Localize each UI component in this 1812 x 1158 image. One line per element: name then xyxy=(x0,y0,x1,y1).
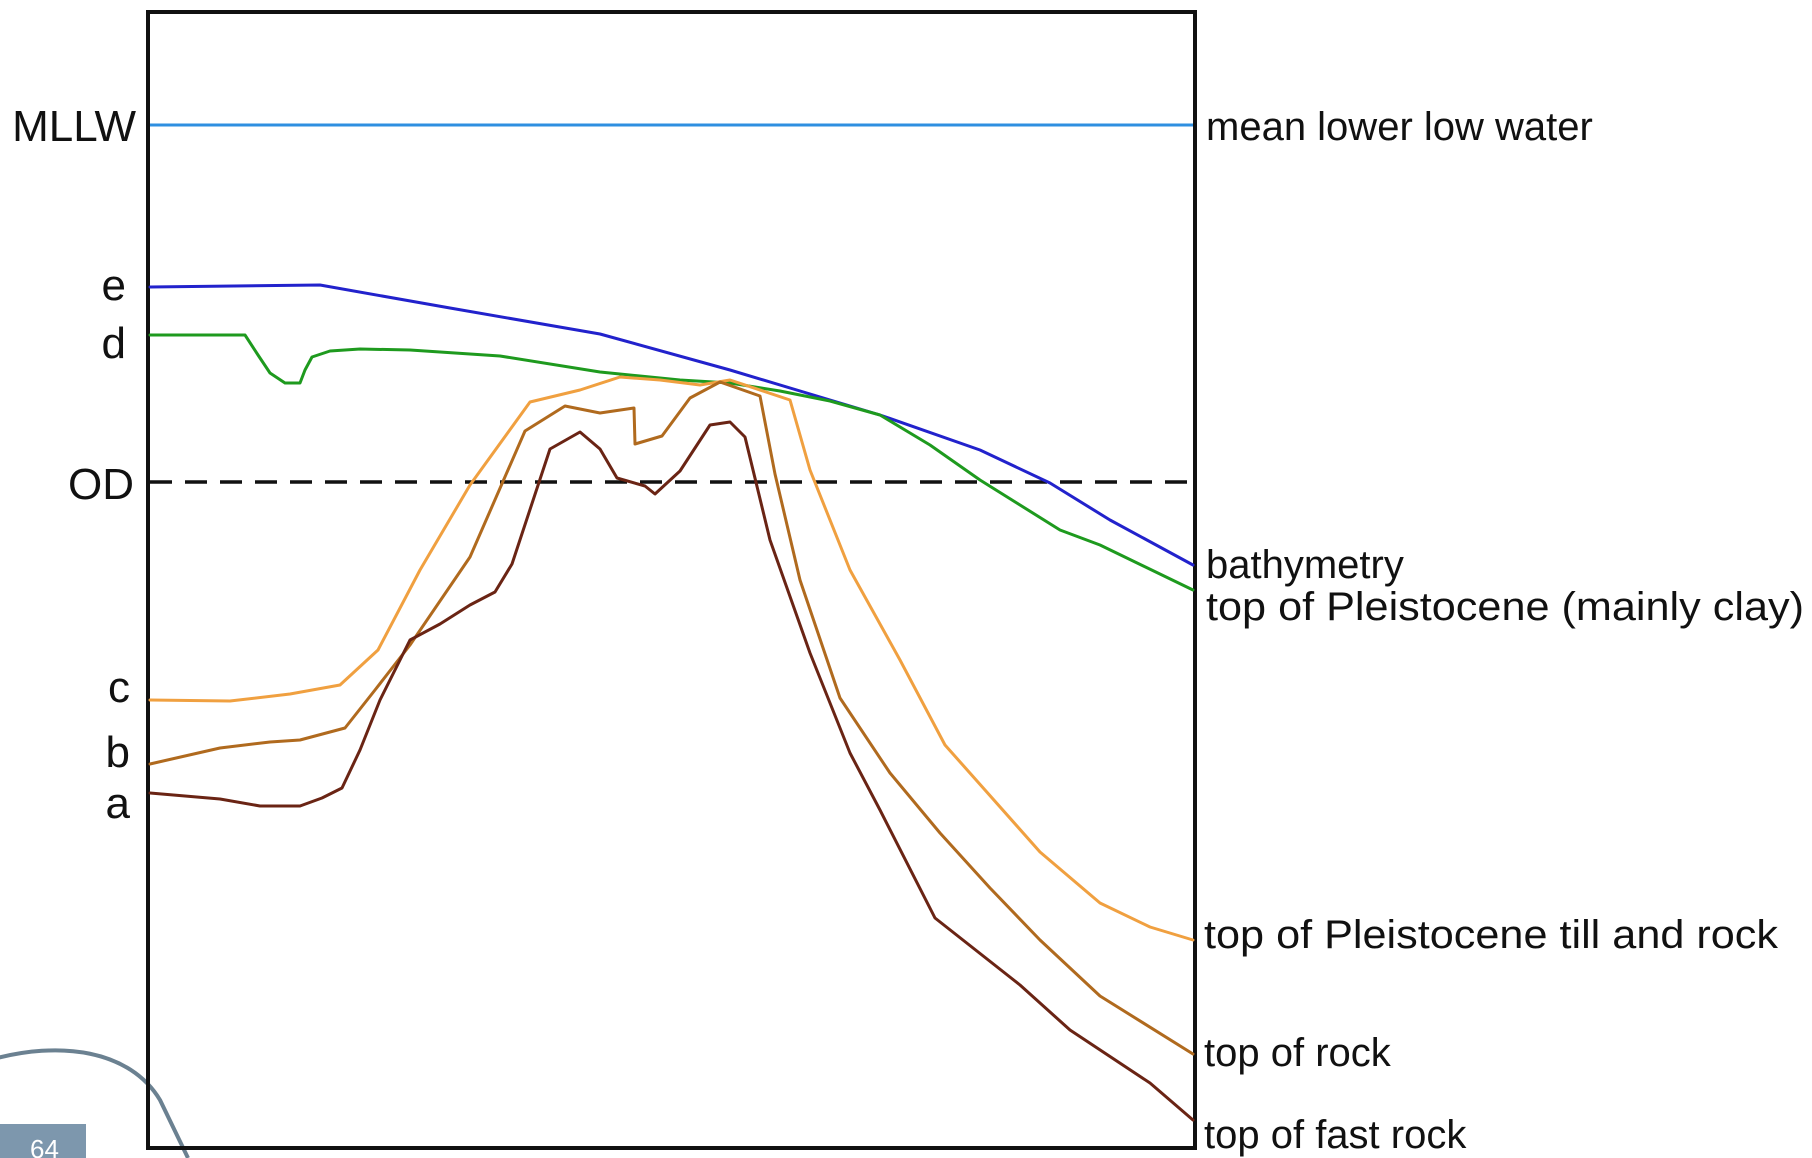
label-c: c xyxy=(108,663,130,712)
label-top-of-rock: top of rock xyxy=(1204,1031,1392,1075)
label-top-of-pleistocene-till: top of Pleistocene till and rock xyxy=(1204,913,1779,957)
label-d: d xyxy=(102,319,126,368)
label-top-of-fast-rock: top of fast rock xyxy=(1204,1113,1467,1157)
label-mean-lower-low-water: mean lower low water xyxy=(1206,105,1593,149)
label-e: e xyxy=(102,261,126,310)
page-number-tab xyxy=(0,1124,86,1158)
fast-rock-curve xyxy=(148,420,1195,1122)
label-top-of-pleistocene-clay: top of Pleistocene (mainly clay) xyxy=(1206,585,1804,629)
page-corner-swoosh-icon xyxy=(0,1048,190,1158)
label-od: OD xyxy=(68,460,134,509)
profile-frame xyxy=(146,10,1197,1150)
rock-curve xyxy=(148,380,1195,1056)
bathymetry-curve xyxy=(148,283,1195,567)
label-a: a xyxy=(106,779,131,828)
pleistocene-clay-curve xyxy=(148,333,1195,592)
pleistocene-till-curve xyxy=(148,375,1195,942)
label-bathymetry: bathymetry xyxy=(1206,543,1404,587)
label-mllw: MLLW xyxy=(12,102,136,151)
page-number: 64 xyxy=(30,1134,59,1158)
label-b: b xyxy=(106,728,130,777)
